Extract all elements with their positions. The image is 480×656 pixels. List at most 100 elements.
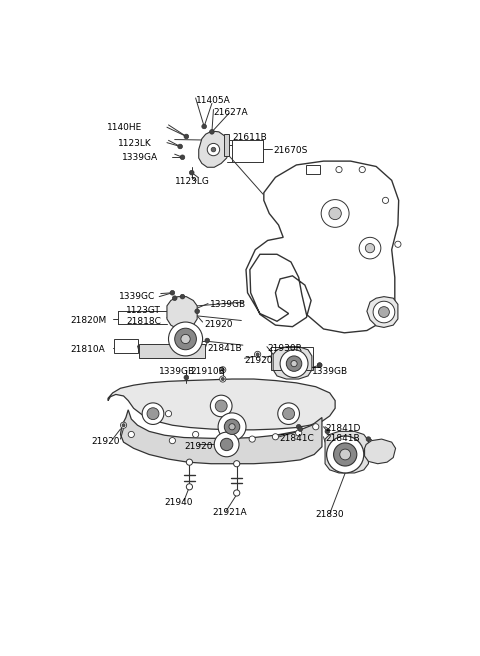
Circle shape (312, 424, 319, 430)
Polygon shape (367, 297, 398, 327)
Bar (232, 140, 263, 162)
Text: 1339GB: 1339GB (159, 367, 195, 377)
Text: 21921A: 21921A (212, 508, 247, 518)
Text: 1339GA: 1339GA (122, 154, 158, 163)
Circle shape (186, 483, 192, 490)
Circle shape (210, 395, 232, 417)
Circle shape (186, 459, 192, 465)
Circle shape (190, 171, 194, 175)
Circle shape (359, 167, 365, 173)
Circle shape (334, 443, 357, 466)
Circle shape (221, 368, 224, 371)
Bar (114, 339, 137, 353)
Text: 21940: 21940 (165, 499, 193, 507)
Text: 21627A: 21627A (214, 108, 248, 117)
Circle shape (221, 377, 224, 380)
Circle shape (172, 296, 177, 300)
Circle shape (147, 408, 159, 420)
Circle shape (256, 353, 259, 356)
Text: 11405A: 11405A (196, 96, 230, 105)
Text: 1339GB: 1339GB (312, 367, 348, 377)
Circle shape (224, 419, 240, 434)
Circle shape (283, 408, 295, 420)
Circle shape (373, 301, 395, 323)
Circle shape (359, 237, 381, 259)
Circle shape (291, 361, 297, 367)
Text: 21920: 21920 (244, 356, 273, 365)
Circle shape (205, 338, 210, 343)
Circle shape (128, 432, 134, 438)
Polygon shape (167, 297, 197, 329)
Bar (139, 344, 205, 358)
Circle shape (395, 241, 401, 247)
Circle shape (336, 167, 342, 173)
Text: 1339GB: 1339GB (210, 300, 246, 310)
Circle shape (321, 199, 349, 228)
Circle shape (286, 356, 302, 371)
Polygon shape (273, 346, 312, 379)
Text: 21920: 21920 (204, 319, 233, 329)
Text: 1123GT: 1123GT (126, 306, 161, 315)
Circle shape (122, 424, 125, 427)
Circle shape (296, 430, 302, 436)
Circle shape (192, 432, 199, 438)
Text: 21841B: 21841B (325, 434, 360, 443)
Polygon shape (325, 432, 369, 473)
Circle shape (296, 424, 301, 429)
Circle shape (280, 350, 308, 377)
Text: 21920: 21920 (91, 437, 120, 446)
Circle shape (211, 147, 216, 152)
Circle shape (180, 155, 185, 159)
Circle shape (168, 322, 203, 356)
Polygon shape (246, 161, 399, 333)
Text: 21930R: 21930R (267, 344, 302, 354)
Text: 21818C: 21818C (127, 317, 162, 325)
Circle shape (215, 400, 227, 412)
Circle shape (178, 144, 182, 149)
Circle shape (120, 422, 127, 428)
Polygon shape (365, 439, 396, 464)
Circle shape (214, 432, 239, 457)
Circle shape (195, 309, 200, 314)
Circle shape (169, 438, 176, 443)
Text: 21810A: 21810A (71, 345, 106, 354)
Text: 21841C: 21841C (279, 434, 314, 443)
Circle shape (325, 429, 330, 434)
Circle shape (329, 207, 341, 220)
Polygon shape (108, 379, 335, 430)
Text: 21920: 21920 (184, 442, 213, 451)
Circle shape (272, 434, 278, 440)
Circle shape (220, 376, 226, 382)
Circle shape (234, 461, 240, 467)
Circle shape (379, 306, 389, 318)
Text: 21830: 21830 (316, 510, 344, 519)
Circle shape (383, 197, 389, 203)
Circle shape (166, 411, 172, 417)
Circle shape (317, 363, 322, 367)
Circle shape (207, 144, 220, 155)
Circle shape (218, 413, 246, 441)
Circle shape (317, 363, 322, 367)
Text: 21841B: 21841B (207, 344, 242, 354)
Circle shape (278, 403, 300, 424)
Circle shape (175, 328, 196, 350)
Circle shape (142, 403, 164, 424)
Text: 1140HE: 1140HE (107, 123, 142, 132)
Bar (306, 165, 321, 174)
Circle shape (180, 295, 185, 299)
Circle shape (170, 291, 175, 295)
Circle shape (184, 134, 189, 139)
Circle shape (229, 424, 235, 430)
Circle shape (249, 436, 255, 442)
Text: 21910B: 21910B (190, 367, 225, 377)
Text: 1339GC: 1339GC (119, 292, 155, 301)
Circle shape (234, 490, 240, 496)
Circle shape (184, 375, 189, 380)
Circle shape (210, 129, 214, 134)
Circle shape (220, 438, 233, 451)
Text: 21611B: 21611B (232, 133, 267, 142)
Circle shape (298, 427, 302, 432)
Circle shape (326, 436, 364, 473)
Text: 1123LK: 1123LK (118, 139, 152, 148)
Text: 21670S: 21670S (273, 146, 308, 155)
